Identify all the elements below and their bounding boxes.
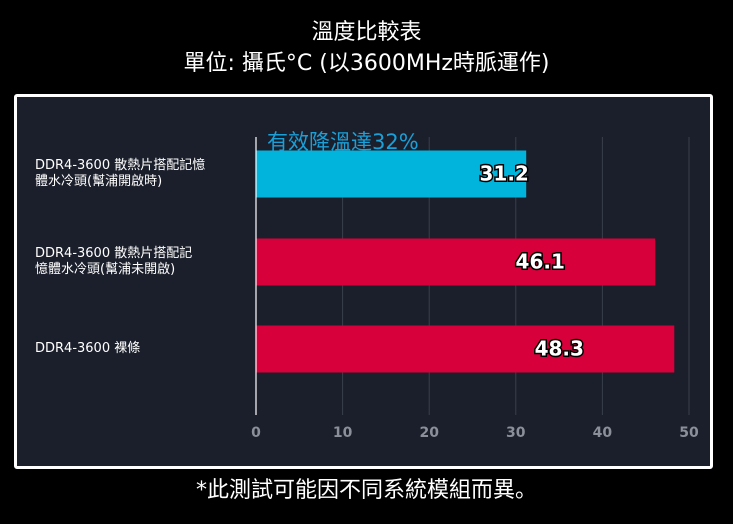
annotation-text: 有效降溫達32% xyxy=(267,130,419,154)
category-label-line: 體水冷頭(幫浦開啟時) xyxy=(35,174,163,189)
data-label-1: 46.1 xyxy=(516,250,565,274)
category-label-1: DDR4-3600 散熱片搭配記 憶體水冷頭(幫浦未開啟) xyxy=(35,246,255,278)
bar-2 xyxy=(256,325,675,373)
chart-panel: 31.2 46.1 48.3 0 10 20 30 40 50 有效降溫達32% DDR4-360… xyxy=(14,94,713,469)
chart-subtitle: 單位: 攝氏°C (以3600MHz時脈運作) xyxy=(183,51,550,76)
data-label-0: 31.2 xyxy=(480,162,529,186)
category-label-line: DDR4-3600 散熱片搭配記憶 xyxy=(35,158,206,173)
footnote: *此測試可能因不同系統模組而異。 xyxy=(195,478,537,503)
category-label-line: DDR4-3600 裸條 xyxy=(35,341,141,356)
x-tick-label-3: 30 xyxy=(506,425,526,441)
data-label-2: 48.3 xyxy=(535,337,584,361)
category-label-line: 憶體水冷頭(幫浦未開啟) xyxy=(35,262,176,277)
category-label-2: DDR4-3600 裸條 xyxy=(35,341,255,357)
x-tick-label-2: 20 xyxy=(419,425,439,441)
x-tick-label-0: 0 xyxy=(251,425,261,441)
x-tick-label-1: 10 xyxy=(333,425,353,441)
category-label-0: DDR4-3600 散熱片搭配記憶 體水冷頭(幫浦開啟時) xyxy=(35,158,255,190)
bar-chart: 31.2 46.1 48.3 0 10 20 30 40 50 有效降溫達32% xyxy=(251,130,699,441)
x-tick-label-5: 50 xyxy=(679,425,699,441)
bar-0 xyxy=(256,150,527,198)
x-tick-label-4: 40 xyxy=(593,425,613,441)
category-label-line: DDR4-3600 散熱片搭配記 xyxy=(35,246,193,261)
bar-1 xyxy=(256,238,656,286)
chart-title: 溫度比較表 xyxy=(311,20,422,45)
